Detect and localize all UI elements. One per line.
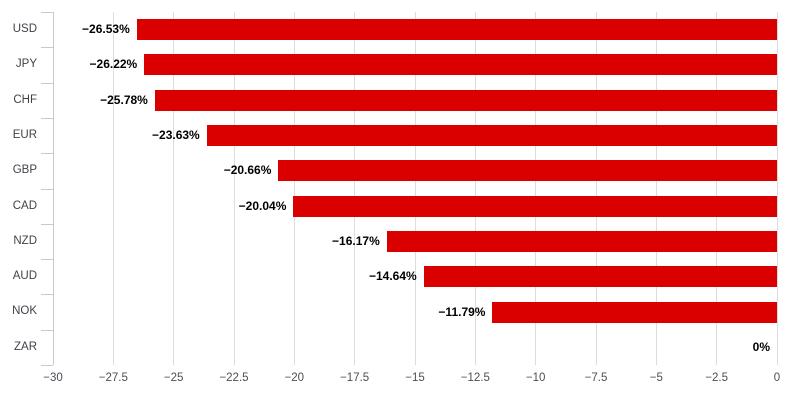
bar-nok [492,301,777,323]
x-tick-label: −10 [525,372,546,384]
bar-value-label: −26.53% [82,22,130,37]
category-label-nok: NOK [12,305,37,318]
bar-value-label: −25.78% [100,92,148,107]
plot-area: −26.53% −26.22% −25.78% −23.63% −20.66% −20.0… [53,12,778,365]
y-axis-tick [41,47,53,48]
x-tick-label: −17.5 [340,372,370,384]
bar-eur [206,125,777,147]
gridline [293,12,295,365]
gridline [112,12,114,365]
bar-jpy [144,54,777,76]
gridline [233,12,235,365]
x-tick-label: −7.5 [584,372,608,384]
y-axis-tick [41,153,53,154]
x-tick-label: −30 [43,372,63,384]
category-label-cad: CAD [12,199,37,212]
y-axis-tick [41,365,53,366]
x-tick-label: −2.5 [705,372,728,384]
category-label-aud: AUD [12,270,37,283]
gridline [595,12,597,365]
x-tick-label: −25 [163,372,184,384]
y-axis-tick [41,118,53,119]
gridline [474,12,476,365]
gridline [655,12,657,365]
category-label-eur: EUR [12,128,37,141]
gridline [414,12,416,365]
bar-cad [293,195,777,217]
gridline [776,12,778,365]
bar-nzd [386,230,777,252]
bar-gbp [278,160,777,182]
gridline [173,12,175,365]
y-axis-tick [41,259,53,260]
y-axis-tick [41,189,53,190]
y-axis-tick [41,224,53,225]
bar-value-label: −11.79% [438,304,486,319]
category-label-chf: CHF [13,93,37,106]
category-label-nzd: NZD [13,234,37,247]
y-axis-tick [41,330,53,331]
x-tick-label: 0 [773,372,781,384]
y-axis-line [53,12,54,365]
bar-value-label: −14.64% [368,269,417,284]
bar-value-label: −20.04% [238,198,287,213]
x-tick-label: −5 [649,372,663,384]
x-tick-label: −20 [284,372,305,384]
gridline [716,12,718,365]
x-tick-label: −15 [405,372,425,384]
bar-value-label: −26.22% [89,57,138,72]
category-label-jpy: JPY [15,58,37,71]
category-label-usd: USD [12,23,37,35]
x-tick-label: −22.5 [219,372,249,384]
bar-value-label: −23.63% [152,128,200,143]
y-axis-tick [41,83,53,84]
bar-chf [154,89,777,111]
bar-aud [423,266,777,288]
category-label-gbp: GBP [12,164,37,177]
bar-value-label: −20.66% [223,163,272,178]
bar-usd [136,19,777,41]
bar-value-label: 0% [752,339,770,354]
x-tick-label: −12.5 [460,372,490,384]
y-axis-tick [41,294,53,295]
category-label-zar: ZAR [14,340,37,353]
gridline [354,12,356,365]
x-tick-label: −27.5 [98,372,128,384]
gridline [535,12,537,365]
bar-value-label: −16.17% [332,233,380,248]
y-axis-tick [41,12,53,13]
